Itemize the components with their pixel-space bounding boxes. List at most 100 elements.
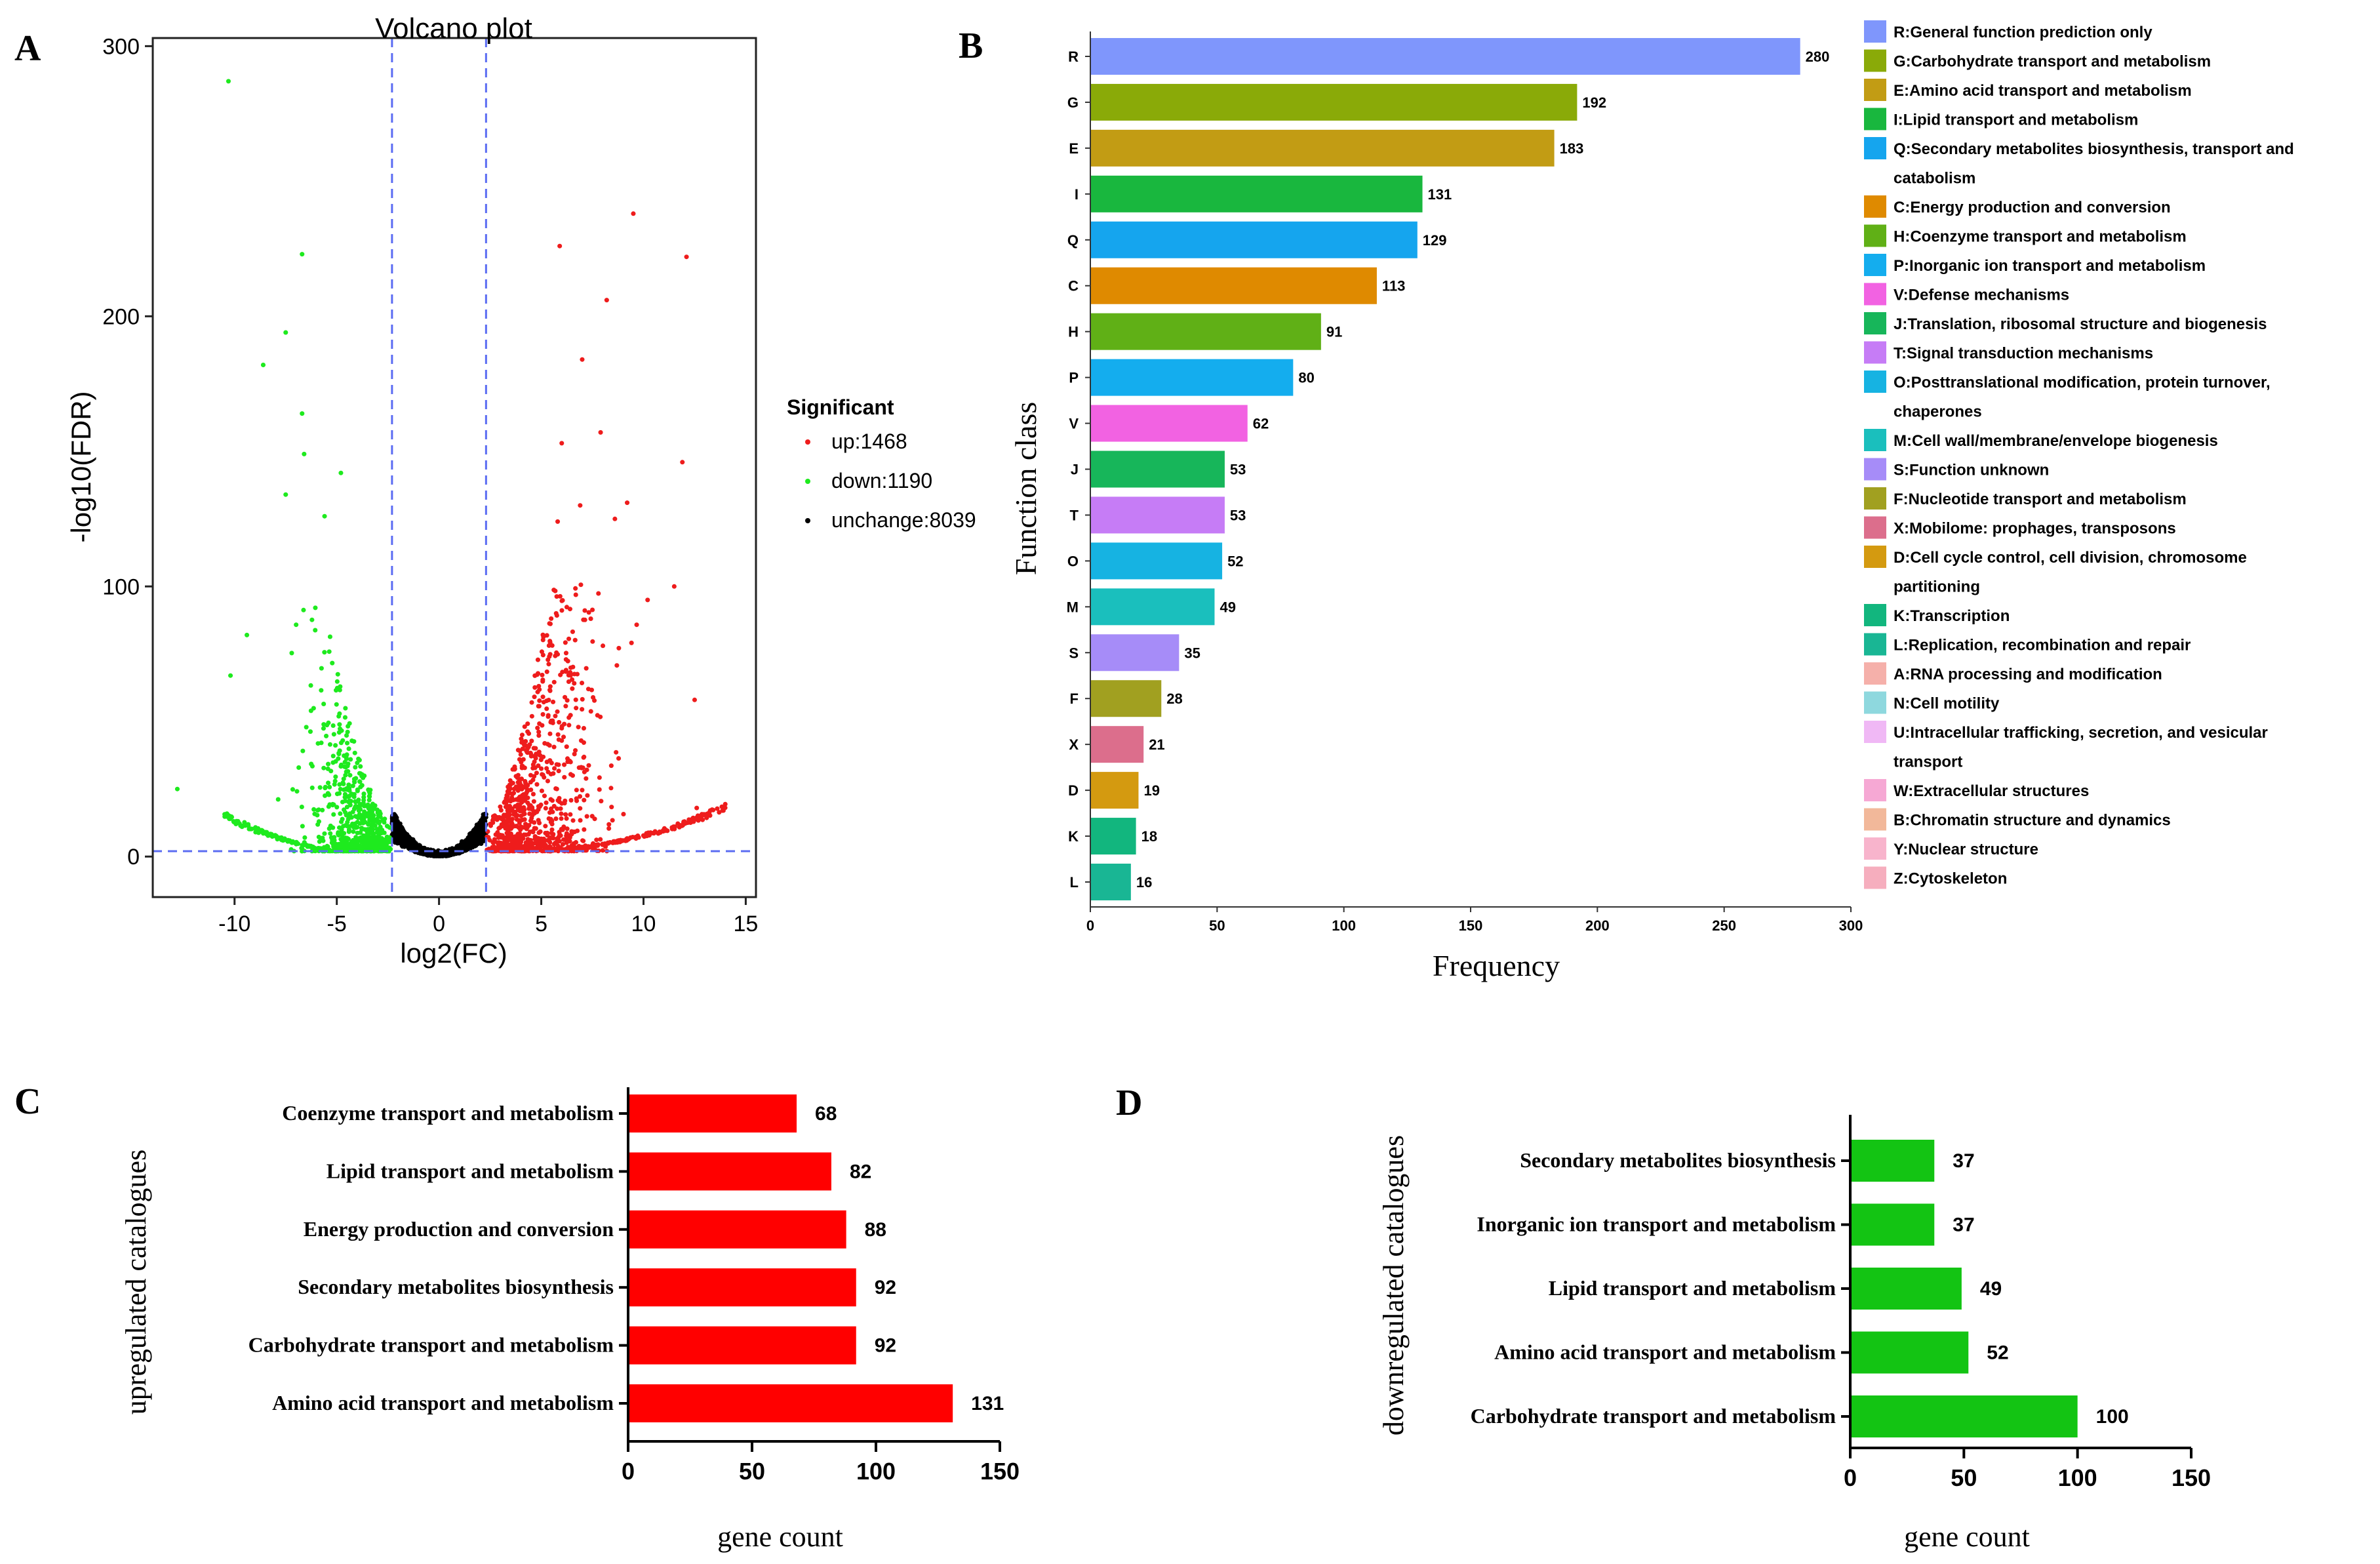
cog-legend-swatch xyxy=(1864,108,1886,130)
downregulated-category-label: Amino acid transport and metabolism xyxy=(1494,1340,1836,1364)
cog-category-label: I xyxy=(1075,186,1079,203)
volcano-legend-marker xyxy=(805,479,810,484)
cog-bar-Q xyxy=(1090,221,1418,258)
up-points xyxy=(485,211,728,854)
cog-legend-swatch xyxy=(1864,633,1886,656)
downregulated-bar-value: 100 xyxy=(2096,1406,2129,1428)
cog-legend-swatch xyxy=(1864,429,1886,451)
cog-x-tick-label: 200 xyxy=(1585,917,1610,934)
down-points xyxy=(174,79,393,854)
cog-category-label: L xyxy=(1070,874,1079,891)
cog-legend-swatch xyxy=(1864,808,1886,831)
cog-legend-swatch xyxy=(1864,691,1886,714)
volcano-points xyxy=(153,38,756,897)
cog-bar-value: 28 xyxy=(1166,691,1182,707)
cog-bar-chart: 280 192 183 131 129 113 91 80 62 53 53 52 49 35 28 21 19… xyxy=(1009,20,2294,982)
cog-legend: R:General function prediction only G:Carb… xyxy=(1864,20,2294,889)
volcano-x-tick-label: 10 xyxy=(631,912,656,936)
cog-legend-label: catabolism xyxy=(1894,170,1975,188)
downregulated-category-label: Secondary metabolites biosynthesis xyxy=(1520,1148,1836,1172)
cog-bar-value: 129 xyxy=(1423,232,1447,249)
cog-legend-swatch xyxy=(1864,662,1886,685)
panel-label-a: A xyxy=(14,28,41,69)
upregulated-bar xyxy=(628,1384,953,1422)
volcano-x-label: log2(FC) xyxy=(400,938,507,969)
cog-legend-swatch xyxy=(1864,341,1886,364)
cog-legend-label: Y:Nuclear structure xyxy=(1894,841,2038,858)
upregulated-bar-value: 82 xyxy=(850,1161,871,1182)
cog-category-label: T xyxy=(1070,507,1079,523)
upregulated-x-tick-label: 50 xyxy=(739,1458,765,1485)
downregulated-y-label: downregulated catalogues xyxy=(1378,1135,1410,1435)
downregulated-bar-value: 49 xyxy=(1980,1278,2002,1300)
downregulated-bar xyxy=(1850,1203,1935,1246)
cog-bar-K xyxy=(1090,818,1136,855)
volcano-title: Volcano plot xyxy=(375,12,532,45)
cog-bar-O xyxy=(1090,542,1223,580)
cog-legend-swatch xyxy=(1864,49,1886,72)
cog-bar-H xyxy=(1090,313,1321,350)
cog-legend-swatch xyxy=(1864,283,1886,306)
cog-legend-swatch xyxy=(1864,516,1886,539)
downregulated-x-tick-label: 100 xyxy=(2058,1464,2097,1491)
volcano-legend-label: unchange:8039 xyxy=(831,508,976,532)
upregulated-bar xyxy=(628,1152,831,1191)
upregulated-category-label: Lipid transport and metabolism xyxy=(327,1159,614,1182)
upregulated-x-tick-label: 150 xyxy=(980,1458,1020,1485)
volcano-legend-label: down:1190 xyxy=(831,469,932,492)
cog-legend-swatch xyxy=(1864,79,1886,101)
upregulated-bar xyxy=(628,1268,856,1307)
volcano-x-tick-label: 5 xyxy=(535,912,547,936)
cog-legend-label: N:Cell motility xyxy=(1894,695,2000,713)
cog-legend-label: Z:Cytoskeleton xyxy=(1894,870,2007,888)
cog-bar-P xyxy=(1090,359,1294,396)
volcano-legend-marker xyxy=(805,518,810,523)
cog-legend-swatch xyxy=(1864,546,1886,568)
cog-bar-C xyxy=(1090,267,1377,304)
cog-category-label: Q xyxy=(1067,232,1079,249)
cog-legend-label: O:Posttranslational modification, protei… xyxy=(1894,374,2271,391)
volcano-y-label: -log10(FDR) xyxy=(66,391,96,542)
volcano-x-tick-label: 0 xyxy=(433,912,445,936)
volcano-legend-label: up:1468 xyxy=(831,430,907,453)
cog-bar-value: 131 xyxy=(1428,186,1452,203)
cog-category-label: R xyxy=(1068,49,1079,65)
upregulated-bar-value: 131 xyxy=(971,1393,1004,1414)
cog-legend-label: partitioning xyxy=(1894,578,1980,596)
upregulated-category-label: Amino acid transport and metabolism xyxy=(272,1391,614,1414)
volcano-legend: up:1468 down:1190 unchange:8039 xyxy=(805,430,976,532)
cog-legend-swatch xyxy=(1864,866,1886,889)
downregulated-x-label: gene count xyxy=(1904,1521,2030,1553)
cog-legend-swatch xyxy=(1864,195,1886,218)
downregulated-axes: Secondary metabolites biosynthesis Inorga… xyxy=(1471,1115,2211,1491)
cog-x-tick-label: 250 xyxy=(1712,917,1736,934)
panel-label-d: D xyxy=(1116,1083,1142,1123)
downregulated-bar xyxy=(1850,1140,1935,1182)
cog-legend-label: J:Translation, ribosomal structure and b… xyxy=(1894,315,2267,333)
cog-bar-X xyxy=(1090,726,1144,763)
cog-legend-label: V:Defense mechanisms xyxy=(1894,287,2069,304)
upregulated-axes: Coenzyme transport and metabolism Lipid t… xyxy=(248,1087,1020,1485)
upregulated-bar-chart: 68 82 88 92 92 131 Coenzyme transport and met… xyxy=(120,1087,1020,1553)
cog-bar-V xyxy=(1090,405,1248,442)
cog-legend-swatch xyxy=(1864,604,1886,626)
cog-legend-label: K:Transcription xyxy=(1894,607,2010,625)
volcano-axes: -10 -5 0 5 10 15 0 100 200 300 xyxy=(102,34,758,936)
cog-bar-J xyxy=(1090,451,1225,488)
cog-category-label: S xyxy=(1069,645,1079,661)
cog-bar-value: 183 xyxy=(1560,140,1584,157)
cog-bar-value: 52 xyxy=(1227,553,1243,569)
cog-category-label: D xyxy=(1068,782,1079,799)
cog-bar-value: 53 xyxy=(1230,462,1246,478)
volcano-x-tick-label: -10 xyxy=(218,912,250,936)
upregulated-bar-value: 88 xyxy=(865,1219,886,1241)
cog-legend-swatch xyxy=(1864,371,1886,393)
cog-bar-I xyxy=(1090,175,1423,212)
cog-legend-label: G:Carbohydrate transport and metabolism xyxy=(1894,53,2211,71)
cog-category-label: K xyxy=(1068,828,1079,845)
panel-label-b: B xyxy=(959,26,983,66)
cog-legend-label: S:Function unknown xyxy=(1894,462,2049,479)
cog-bar-value: 80 xyxy=(1298,370,1314,386)
volcano-y-tick-label: 300 xyxy=(102,34,140,59)
upregulated-x-label: gene count xyxy=(717,1521,843,1553)
